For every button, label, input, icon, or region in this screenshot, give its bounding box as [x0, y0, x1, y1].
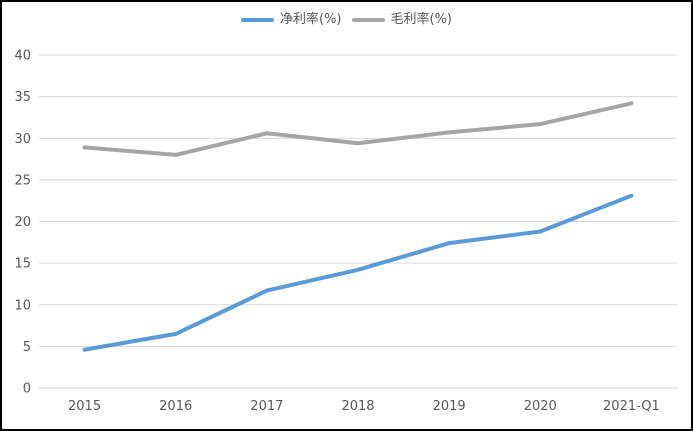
legend-line-marker-net-profit-margin — [241, 17, 274, 22]
legend-label-gross-profit-margin: 毛利率(%) — [390, 12, 453, 27]
x-axis-tick-label: 2016 — [159, 399, 192, 414]
y-axis-tick-label: 10 — [14, 298, 31, 313]
x-axis-tick-label: 2015 — [68, 399, 101, 414]
legend-item-net-profit-margin: 净利率(%) — [241, 13, 342, 26]
y-axis-tick-label: 20 — [14, 215, 31, 230]
chart-legend: 净利率(%) 毛利率(%) — [2, 13, 691, 26]
y-axis-tick-label: 15 — [14, 257, 31, 272]
legend-label-net-profit-margin: 净利率(%) — [280, 12, 342, 27]
y-axis-tick-label: 0 — [23, 382, 31, 397]
y-axis-tick-label: 5 — [23, 340, 31, 355]
series-line-0 — [82, 193, 634, 352]
legend-item-gross-profit-margin: 毛利率(%) — [351, 12, 453, 27]
x-axis-tick-label: 2017 — [250, 399, 283, 414]
y-axis-tick-label: 25 — [14, 173, 31, 188]
legend-line-marker-gross-profit-margin — [351, 17, 385, 22]
x-axis-tick-label: 2021-Q1 — [603, 399, 660, 414]
y-axis-tick-label: 30 — [14, 132, 31, 147]
series-line-1 — [82, 101, 634, 157]
y-axis-tick-label: 35 — [14, 90, 31, 105]
y-axis-tick-label: 40 — [14, 49, 31, 64]
x-axis-tick-label: 2019 — [433, 399, 466, 414]
x-axis-tick-label: 2020 — [524, 399, 557, 414]
x-axis-tick-label: 2018 — [341, 399, 374, 414]
